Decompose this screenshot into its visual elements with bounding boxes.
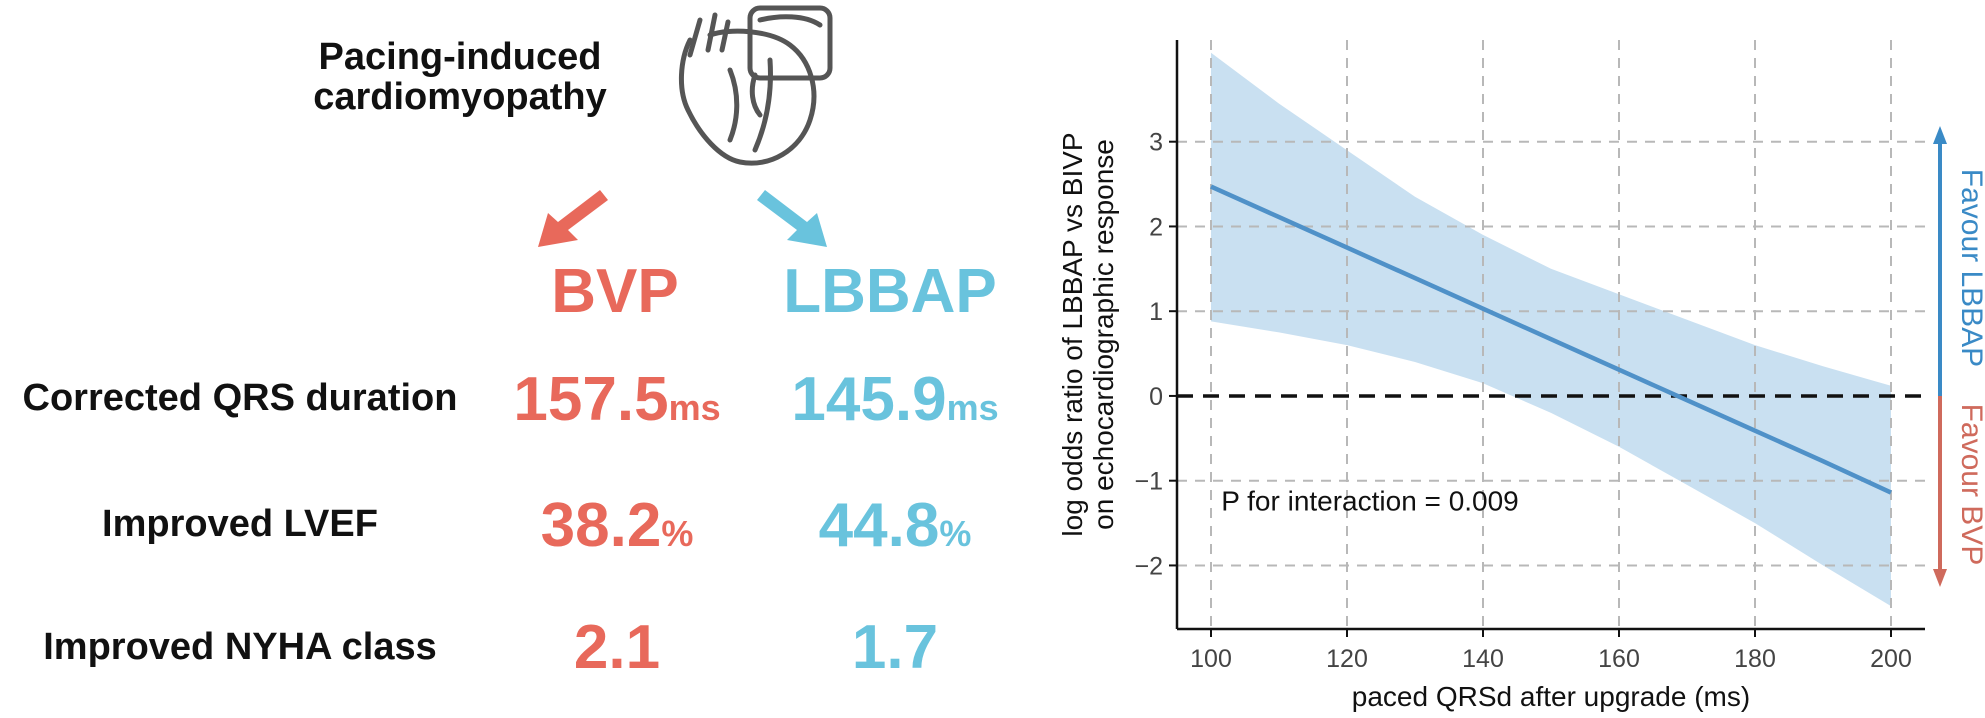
confidence-band	[1211, 52, 1891, 607]
favour-lbbap-label: Favour LBBAP	[1955, 169, 1985, 367]
y-axis-label-line-2: on echocardiographic response	[1088, 139, 1119, 530]
y-tick-label-2: 0	[1149, 383, 1163, 411]
row-label-qrs: Corrected QRS duration	[22, 377, 458, 419]
panel-title-line-2: cardiomyopathy	[313, 76, 607, 118]
x-tick-label-2: 140	[1462, 645, 1504, 673]
group-label-bvp: BVP	[551, 257, 679, 326]
y-tick-label-1: −1	[1134, 468, 1163, 496]
chart-svg: 100 120 140 160 180 200 −2 −1 0 1 2 3 paced QRSd aft…	[1057, 40, 1985, 712]
value-lbbap-qrs: 145.9ms	[791, 365, 999, 434]
x-tick-label-1: 120	[1326, 645, 1368, 673]
value-lbbap-nyha: 1.7	[851, 613, 939, 682]
x-axis-label: paced QRSd after upgrade (ms)	[1352, 681, 1750, 712]
y-tick-label-5: 3	[1149, 129, 1163, 157]
unit-lbbap-qrs: ms	[946, 387, 999, 428]
unit-bvp-qrs: ms	[668, 387, 721, 428]
heart-pacemaker-icon	[678, 5, 833, 166]
row-label-lvef: Improved LVEF	[102, 503, 378, 545]
y-tick-label-0: −2	[1134, 552, 1163, 580]
value-bvp-qrs: 157.5ms	[513, 365, 721, 434]
favour-bvp-label: Favour BVP	[1955, 404, 1985, 566]
p-interaction-annotation: P for interaction = 0.009	[1221, 485, 1519, 516]
x-tick-label-4: 180	[1734, 645, 1776, 673]
x-tick-label-3: 160	[1598, 645, 1640, 673]
panel-title-line-1: Pacing-induced	[318, 36, 602, 78]
x-tick-label-0: 100	[1190, 645, 1232, 673]
row-label-nyha: Improved NYHA class	[43, 626, 437, 668]
value-bvp-nyha: 2.1	[573, 613, 661, 682]
y-tick-label-4: 2	[1149, 213, 1163, 241]
favour-lbbap-arrowhead-icon	[1933, 126, 1947, 144]
group-label-lbbap: LBBAP	[783, 257, 997, 326]
value-bvp-lvef: 38.2%	[540, 491, 694, 560]
arrow-down-right-icon	[757, 190, 827, 247]
interaction-chart: 100 120 140 160 180 200 −2 −1 0 1 2 3 paced QRSd aft…	[1040, 0, 1985, 718]
y-tick-label-3: 1	[1149, 298, 1163, 326]
arrow-down-left-icon	[538, 190, 608, 247]
value-lbbap-lvef: 44.8%	[818, 491, 972, 560]
unit-lbbap-lvef: %	[939, 513, 972, 554]
favour-bvp-arrowhead-icon	[1933, 569, 1947, 587]
unit-bvp-lvef: %	[661, 513, 694, 554]
x-tick-label-5: 200	[1870, 645, 1912, 673]
summary-panel: Pacing-induced cardiomyopathy BVP LBBAP …	[22, 5, 999, 682]
series-line	[1210, 184, 1892, 495]
y-axis-label-line-1: log odds ratio of LBBAP vs BIVP	[1057, 132, 1088, 536]
